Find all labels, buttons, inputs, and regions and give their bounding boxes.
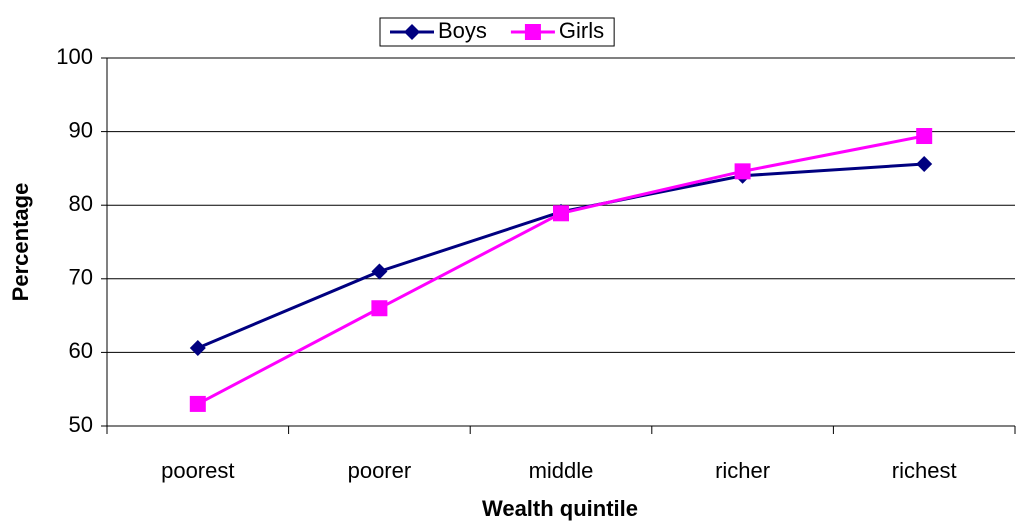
marker [916, 128, 933, 145]
y-tick-label: 50 [69, 412, 93, 437]
series-line [197, 134, 925, 406]
legend-label: Girls [559, 18, 604, 43]
series-line [197, 162, 925, 350]
marker [189, 395, 206, 412]
x-tick-label: poorer [348, 458, 412, 483]
y-tick-label: 90 [69, 117, 93, 142]
marker [371, 300, 388, 317]
marker [916, 155, 933, 172]
x-tick-label: richer [715, 458, 770, 483]
marker [371, 263, 388, 280]
marker [404, 24, 420, 40]
y-tick-label: 80 [69, 191, 93, 216]
legend: Boys Girls [379, 17, 615, 47]
y-tick-label: 60 [69, 338, 93, 363]
marker [524, 24, 541, 40]
x-tick-label: poorest [161, 458, 234, 483]
legend-label: Boys [438, 18, 487, 43]
marker [553, 205, 569, 222]
x-tick-label: middle [529, 458, 594, 483]
marker [189, 339, 206, 356]
marker [734, 163, 751, 180]
y-tick-label: 100 [56, 44, 93, 69]
y-tick-label: 70 [69, 265, 93, 290]
x-tick-label: richest [892, 458, 957, 483]
x-axis-title: Wealth quintile [482, 496, 638, 521]
y-axis-title: Percentage [8, 183, 33, 302]
